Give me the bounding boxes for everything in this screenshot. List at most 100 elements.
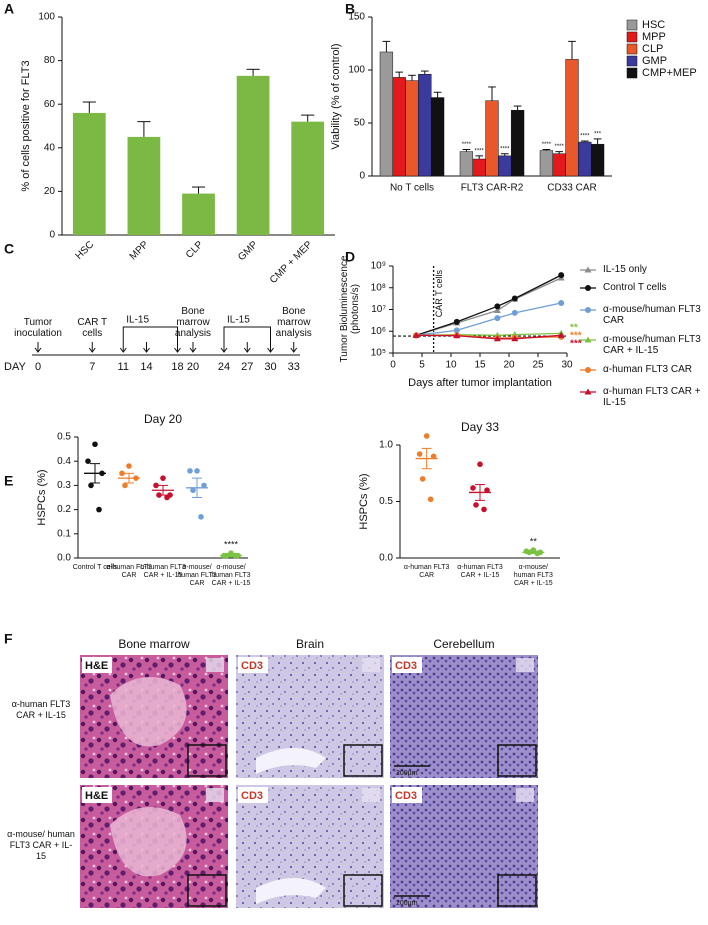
- marker: [494, 315, 501, 322]
- x-tick-label: α-human FLT3 CAR: [403, 564, 450, 579]
- y-tick-label: 100: [38, 12, 55, 23]
- marker: [511, 309, 518, 316]
- bar: [565, 59, 579, 177]
- y-tick-label: 0.2: [57, 504, 71, 515]
- significance: ****: [580, 134, 590, 140]
- tissue-void: [110, 807, 187, 877]
- panel-letter: D: [345, 249, 355, 265]
- legend-swatch: [626, 43, 638, 55]
- x-axis-label: Days after tumor implantation: [408, 377, 552, 389]
- arrow-head: [88, 347, 96, 353]
- panel-letter: F: [4, 631, 13, 647]
- column-title: Brain: [296, 637, 324, 651]
- x-tick-label: HSC: [74, 239, 97, 262]
- bar: [552, 153, 566, 177]
- data-point: [473, 502, 479, 508]
- y-tick-label: 10⁸: [371, 282, 386, 293]
- bar: [291, 121, 325, 235]
- day-number: 18: [171, 361, 183, 373]
- stain-box: [392, 657, 422, 673]
- stain-label: CD3: [241, 660, 263, 672]
- x-tick-label: 25: [532, 360, 544, 371]
- chart-title: Day 20: [144, 412, 182, 426]
- data-point: [96, 506, 102, 513]
- legend-marker: [585, 285, 591, 291]
- y-axis-label: Tumor Bioluminescence (photons/s): [339, 255, 361, 362]
- x-tick-label: 5: [419, 360, 425, 371]
- day-number: 24: [218, 361, 230, 373]
- x-tick-label: FLT3 CAR-R2: [461, 183, 524, 194]
- significance: ****: [462, 142, 472, 148]
- legend-marker: [584, 336, 592, 343]
- significance: ****: [224, 540, 239, 550]
- bracket-label: IL-15: [126, 315, 149, 326]
- arrow-head: [220, 347, 228, 353]
- data-point: [430, 453, 437, 460]
- inset-image: [497, 744, 537, 777]
- x-tick-label: MPP: [128, 239, 151, 262]
- data-point: [153, 482, 159, 489]
- marker: [558, 299, 565, 306]
- bar: [472, 158, 486, 177]
- y-tick-label: 10⁶: [371, 326, 386, 337]
- y-tick-label: 1.0: [379, 440, 393, 451]
- marker: [453, 318, 460, 325]
- thumbnail: [206, 788, 224, 802]
- bar: [182, 193, 215, 235]
- annotation-label: CAR T cells: [434, 270, 444, 318]
- x-tick-label: CLP: [184, 239, 206, 261]
- data-point: [198, 514, 204, 520]
- data-point: [481, 506, 487, 513]
- bar: [236, 75, 270, 235]
- y-tick-label: 0.5: [57, 432, 71, 443]
- y-tick-label: 40: [44, 142, 56, 153]
- tissue-void: [110, 677, 187, 747]
- y-tick-label: 100: [348, 65, 365, 76]
- marker: [493, 335, 501, 342]
- x-tick-label: α-mouse/ human FLT3 CAR + IL-15: [513, 564, 553, 587]
- legend-swatch: [626, 55, 638, 67]
- day-number: 11: [118, 361, 129, 373]
- data-point: [88, 482, 94, 489]
- y-tick-label: 0.3: [57, 480, 71, 491]
- x-tick-label: 30: [561, 360, 573, 371]
- data-point: [423, 433, 430, 439]
- stain-box: [238, 787, 268, 803]
- data-point: [427, 496, 434, 503]
- panel-letter: B: [345, 1, 355, 17]
- stain-label: H&E: [85, 790, 108, 802]
- y-axis-label: HSPCs (%): [36, 469, 48, 525]
- event-label: Tumor inoculation: [14, 317, 62, 339]
- data-point: [164, 494, 170, 501]
- y-tick-label: 20: [44, 186, 56, 197]
- x-tick-label: 0: [390, 360, 396, 371]
- y-tick-label: 10⁷: [371, 304, 386, 315]
- x-tick-label: Control T cells: [72, 564, 118, 571]
- arrow-head: [119, 347, 127, 353]
- bar: [72, 112, 106, 235]
- legend-label: IL-15 only: [603, 264, 647, 275]
- significance: ***: [594, 131, 602, 137]
- legend-label: α-mouse/human FLT3 CAR + IL-15: [603, 334, 701, 356]
- event-label: Bone marrow analysis: [174, 306, 212, 339]
- bar: [379, 51, 394, 177]
- data-point: [484, 487, 490, 494]
- significance: **: [570, 323, 578, 334]
- legend-swatch: [626, 19, 638, 31]
- y-axis-label: HSPCs (%): [358, 473, 370, 529]
- stain-box: [238, 657, 268, 673]
- bar: [510, 110, 525, 177]
- legend-marker: [584, 266, 592, 273]
- data-point: [190, 487, 196, 494]
- marker: [453, 332, 461, 339]
- data-point: [201, 482, 207, 489]
- bar: [539, 150, 554, 177]
- y-tick-label: 60: [44, 99, 56, 110]
- bar: [498, 155, 512, 177]
- arrow-head: [189, 347, 197, 353]
- bar: [127, 136, 161, 235]
- bar: [459, 151, 474, 177]
- legend-marker: [585, 367, 591, 373]
